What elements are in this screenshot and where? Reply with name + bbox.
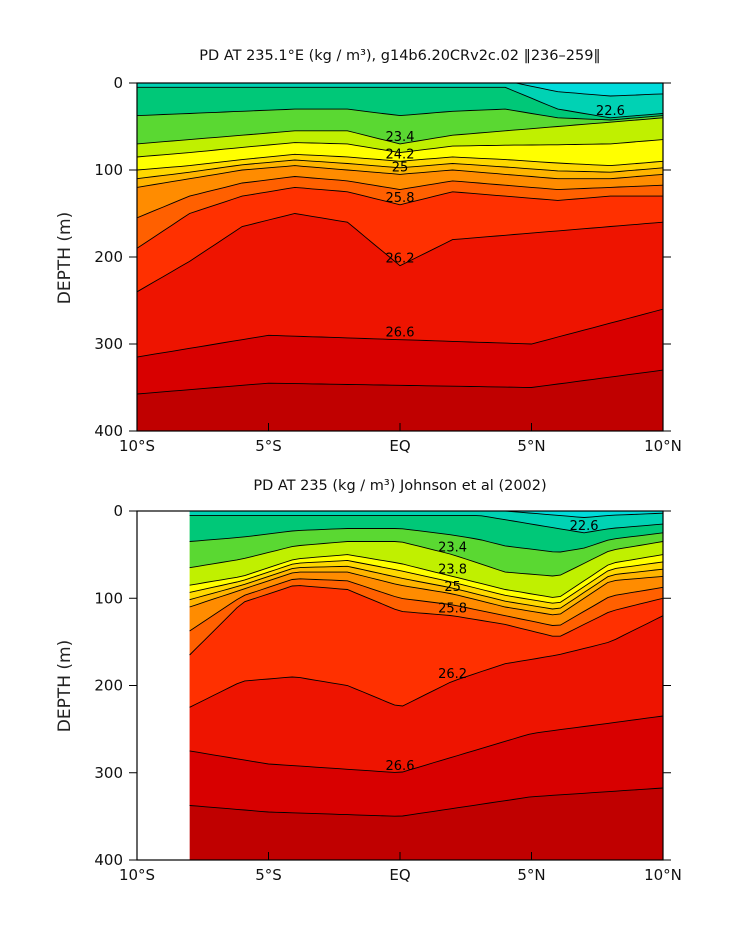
bottom-panel: PD AT 235 (kg / m³) Johnson et al (2002)… xyxy=(55,478,682,884)
bottom-axes: 10°S 5°S EQ 5°N 10°N 0 100 200 300 400 xyxy=(94,502,682,884)
top-ytick-label-4: 400 xyxy=(94,422,123,440)
top-isoline-10 xyxy=(137,108,663,121)
top-isoline-2 xyxy=(137,213,663,293)
bottom-xtick-label-3: 5°N xyxy=(517,866,545,884)
bottom-band-12 xyxy=(505,511,663,518)
top-ytick-label-1: 100 xyxy=(94,161,123,179)
top-title: PD AT 235.1°E (kg / m³), g14b6.20CRv2c.0… xyxy=(199,48,600,64)
bottom-title: PD AT 235 (kg / m³) Johnson et al (2002) xyxy=(253,478,546,494)
top-xtick-label-4: 10°N xyxy=(644,437,682,455)
bottom-isoline-3 xyxy=(189,585,663,656)
bottom-isoline-10 xyxy=(189,528,663,553)
bottom-density-bands xyxy=(137,511,663,860)
bottom-contour-label-6: 22.6 xyxy=(570,519,599,534)
top-xtick-label-2: EQ xyxy=(389,437,410,455)
bottom-contour-labels: 26.6 26.2 25.8 25 23.8 23.4 22.6 xyxy=(386,519,599,774)
bottom-isoline-11 xyxy=(189,514,663,534)
top-ytick-label-0: 0 xyxy=(113,74,123,92)
top-ytick-label-3: 300 xyxy=(94,335,123,353)
top-isoline-4 xyxy=(137,176,663,219)
bottom-band-11 xyxy=(189,511,663,533)
top-band-11 xyxy=(137,83,663,118)
top-contour-label-5: 23.4 xyxy=(386,130,415,145)
top-contour-label-6: 22.6 xyxy=(596,104,625,119)
bottom-ytick-label-2: 200 xyxy=(94,677,123,695)
bottom-xtick-label-0: 10°S xyxy=(119,866,155,884)
top-panel: PD AT 235.1°E (kg / m³), g14b6.20CRv2c.0… xyxy=(55,48,682,455)
bottom-isoline-2 xyxy=(189,615,663,708)
top-ylabel: DEPTH (m) xyxy=(55,212,75,304)
bottom-plot-area: 26.6 26.2 25.8 25 23.8 23.4 22.6 xyxy=(137,511,663,860)
top-isoline-5 xyxy=(137,165,663,188)
top-xtick-label-1: 5°S xyxy=(255,437,282,455)
bottom-missing-data xyxy=(137,511,190,860)
bottom-contour-label-3: 25 xyxy=(444,580,461,595)
bottom-isoline-4 xyxy=(189,578,663,632)
bottom-isoline-5 xyxy=(189,571,663,616)
bottom-isoline-9 xyxy=(189,541,663,577)
top-contour-label-3: 25 xyxy=(392,160,409,175)
top-isoline-8 xyxy=(137,139,663,158)
bottom-ytick-label-0: 0 xyxy=(113,502,123,520)
bottom-isoline-8 xyxy=(189,554,663,598)
bottom-contour-label-0: 26.6 xyxy=(386,759,415,774)
top-band-12 xyxy=(515,83,663,96)
top-isoline-0 xyxy=(137,369,663,395)
top-contour-label-0: 26.6 xyxy=(386,326,415,341)
bottom-xtick-label-4: 10°N xyxy=(644,866,682,884)
top-isoline-12 xyxy=(513,83,663,97)
top-isopycnal-lines xyxy=(137,83,663,395)
top-isoline-1 xyxy=(137,308,663,358)
bottom-contour-label-1: 26.2 xyxy=(438,667,467,682)
bottom-ylabel: DEPTH (m) xyxy=(55,640,75,732)
bottom-isoline-6 xyxy=(189,565,663,610)
bottom-isoline-12 xyxy=(500,511,663,518)
bottom-contour-label-2: 25.8 xyxy=(438,602,467,617)
bottom-contour-label-4: 23.8 xyxy=(438,562,467,577)
top-ytick-label-2: 200 xyxy=(94,248,123,266)
top-xtick-label-3: 5°N xyxy=(517,437,545,455)
bottom-isoline-0 xyxy=(189,787,663,817)
top-xtick-label-0: 10°S xyxy=(119,437,155,455)
top-isoline-9 xyxy=(137,117,663,145)
bottom-isoline-7 xyxy=(189,559,663,604)
bottom-isopycnal-lines xyxy=(189,511,663,817)
top-isoline-3 xyxy=(137,186,663,249)
top-isoline-11 xyxy=(137,86,663,119)
bottom-ytick-label-1: 100 xyxy=(94,589,123,607)
bottom-xtick-label-2: EQ xyxy=(389,866,410,884)
bottom-contour-label-5: 23.4 xyxy=(438,541,467,556)
top-isoline-7 xyxy=(137,153,663,171)
top-contour-label-4: 24.2 xyxy=(386,147,415,162)
top-contour-label-2: 25.8 xyxy=(386,191,415,206)
top-contour-label-1: 26.2 xyxy=(386,252,415,267)
top-isoline-6 xyxy=(137,159,663,180)
top-axes: 10°S 5°S EQ 5°N 10°N 0 100 200 300 400 xyxy=(94,74,682,455)
bottom-isoline-1 xyxy=(189,715,663,773)
bottom-xtick-label-1: 5°S xyxy=(255,866,282,884)
bottom-ytick-label-4: 400 xyxy=(94,851,123,869)
bottom-ytick-label-3: 300 xyxy=(94,764,123,782)
